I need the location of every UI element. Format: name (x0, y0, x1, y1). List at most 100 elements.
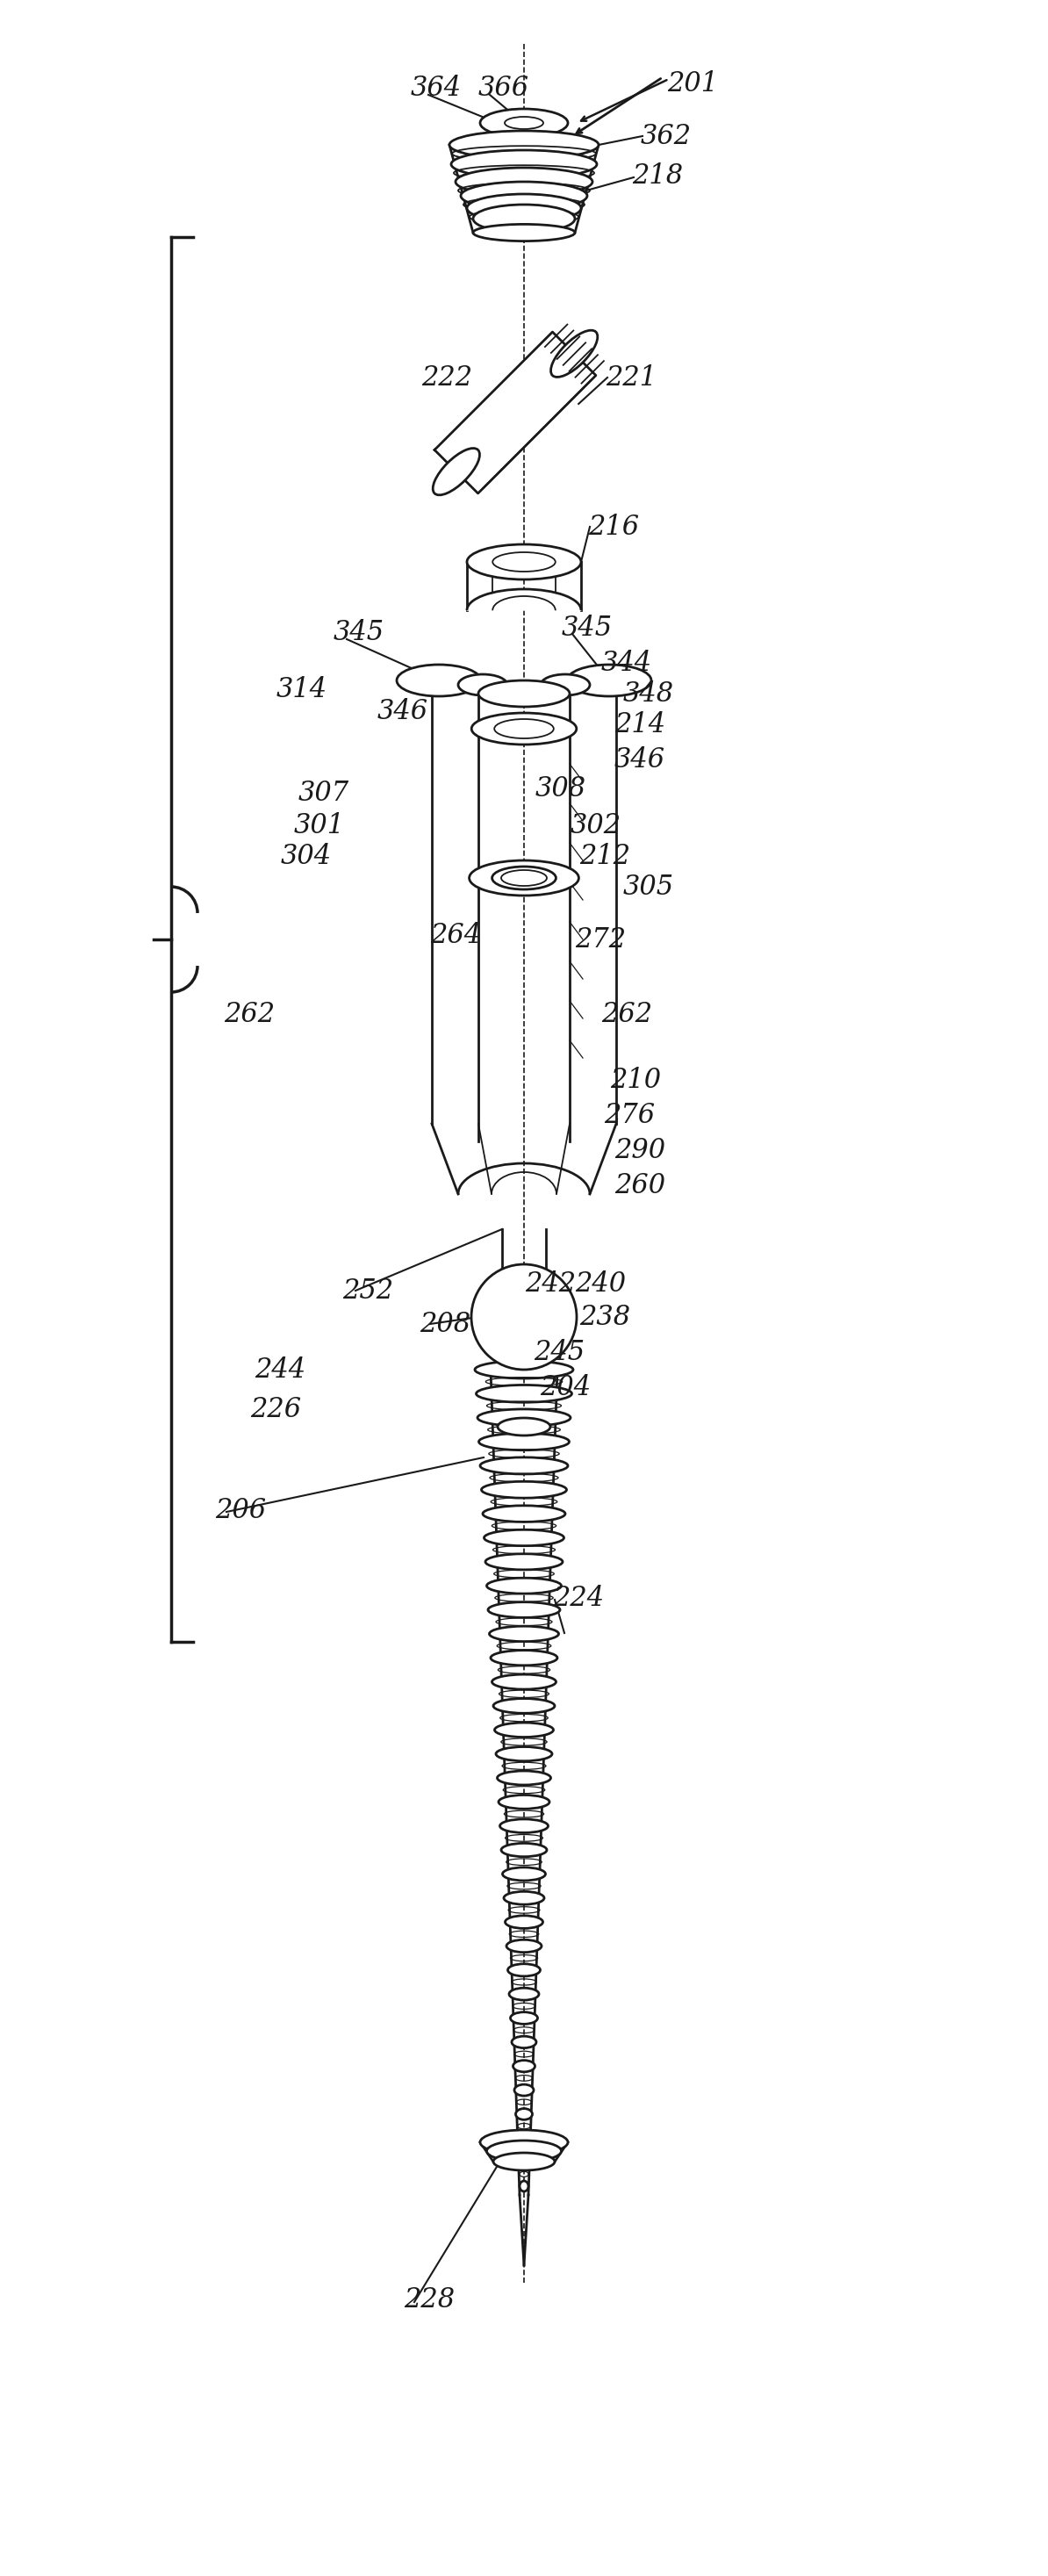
Ellipse shape (508, 1963, 540, 1976)
Text: 244: 244 (255, 1355, 306, 1383)
Ellipse shape (473, 224, 575, 242)
Ellipse shape (488, 1602, 560, 1618)
Ellipse shape (492, 1674, 556, 1690)
Text: 226: 226 (250, 1396, 301, 1422)
Ellipse shape (473, 204, 575, 232)
Text: 290: 290 (614, 1136, 665, 1164)
Ellipse shape (519, 2156, 529, 2166)
Ellipse shape (515, 2084, 533, 2097)
Ellipse shape (520, 2182, 528, 2192)
Text: 201: 201 (668, 70, 718, 98)
Text: 307: 307 (299, 778, 349, 806)
Ellipse shape (476, 1386, 572, 1401)
Ellipse shape (467, 544, 581, 580)
Text: 302: 302 (570, 811, 621, 840)
Ellipse shape (501, 1844, 547, 1857)
Text: 348: 348 (624, 680, 674, 708)
Ellipse shape (493, 866, 555, 889)
Text: 345: 345 (333, 618, 385, 647)
Text: 245: 245 (533, 1340, 585, 1365)
Ellipse shape (433, 448, 480, 495)
Text: 242: 242 (525, 1270, 576, 1298)
Text: 204: 204 (540, 1373, 591, 1401)
Text: 362: 362 (640, 124, 692, 149)
Ellipse shape (472, 714, 576, 744)
Text: 308: 308 (536, 775, 587, 801)
Text: 262: 262 (602, 999, 652, 1028)
Ellipse shape (490, 1651, 558, 1664)
Text: 346: 346 (377, 698, 429, 724)
Ellipse shape (480, 108, 568, 137)
Text: 238: 238 (580, 1303, 630, 1332)
Polygon shape (467, 590, 581, 611)
Text: 210: 210 (610, 1066, 661, 1095)
Text: 364: 364 (411, 75, 462, 100)
Text: 260: 260 (614, 1172, 665, 1198)
Ellipse shape (450, 131, 598, 160)
Ellipse shape (541, 675, 590, 696)
Ellipse shape (506, 1940, 542, 1953)
Ellipse shape (567, 665, 651, 696)
Text: 228: 228 (403, 2287, 455, 2313)
Ellipse shape (497, 1770, 551, 1785)
Ellipse shape (516, 2110, 532, 2120)
Ellipse shape (470, 860, 578, 896)
Ellipse shape (498, 1417, 550, 1435)
Ellipse shape (478, 1409, 570, 1427)
Text: 216: 216 (588, 513, 639, 541)
Ellipse shape (478, 680, 570, 706)
Text: 272: 272 (575, 925, 626, 953)
Ellipse shape (551, 330, 597, 376)
Text: 252: 252 (343, 1278, 393, 1303)
Ellipse shape (481, 1481, 567, 1499)
Ellipse shape (467, 193, 581, 222)
Ellipse shape (504, 1891, 544, 1904)
Ellipse shape (496, 1747, 552, 1762)
Ellipse shape (483, 1504, 565, 1522)
Ellipse shape (485, 1553, 563, 1569)
Ellipse shape (480, 2130, 568, 2154)
Ellipse shape (479, 1432, 569, 1450)
Text: 276: 276 (604, 1103, 655, 1128)
Text: 206: 206 (215, 1497, 266, 1525)
Text: 304: 304 (281, 842, 332, 871)
Text: 221: 221 (606, 363, 657, 392)
Polygon shape (435, 332, 596, 495)
Ellipse shape (510, 2012, 538, 2025)
Ellipse shape (514, 2061, 534, 2071)
Text: 314: 314 (277, 675, 327, 703)
Ellipse shape (502, 1868, 546, 1880)
Ellipse shape (451, 149, 597, 178)
Ellipse shape (517, 2133, 531, 2143)
Text: 262: 262 (224, 999, 275, 1028)
Ellipse shape (397, 665, 481, 696)
Ellipse shape (495, 1723, 553, 1736)
Circle shape (472, 1265, 576, 1370)
Ellipse shape (499, 1795, 549, 1808)
Ellipse shape (494, 2154, 554, 2172)
Ellipse shape (480, 1458, 568, 1473)
Ellipse shape (500, 1819, 548, 1832)
Ellipse shape (509, 1989, 539, 1999)
Ellipse shape (486, 1579, 562, 1595)
Text: 240: 240 (575, 1270, 626, 1298)
Text: 214: 214 (614, 711, 665, 737)
Ellipse shape (456, 167, 592, 196)
Text: 366: 366 (478, 75, 529, 100)
Ellipse shape (494, 113, 554, 131)
Ellipse shape (484, 1530, 564, 1546)
Text: 305: 305 (624, 873, 674, 902)
Text: 212: 212 (580, 842, 630, 871)
Text: 344: 344 (602, 649, 652, 677)
Ellipse shape (475, 1360, 573, 1378)
Text: 264: 264 (430, 922, 481, 948)
Ellipse shape (489, 1625, 559, 1641)
Ellipse shape (505, 1917, 543, 1929)
Text: 346: 346 (614, 747, 665, 773)
Text: 301: 301 (294, 811, 345, 840)
Text: 208: 208 (419, 1311, 471, 1337)
Ellipse shape (486, 2141, 562, 2161)
Text: 345: 345 (562, 613, 613, 641)
Ellipse shape (511, 2035, 537, 2048)
Text: 218: 218 (632, 162, 683, 188)
